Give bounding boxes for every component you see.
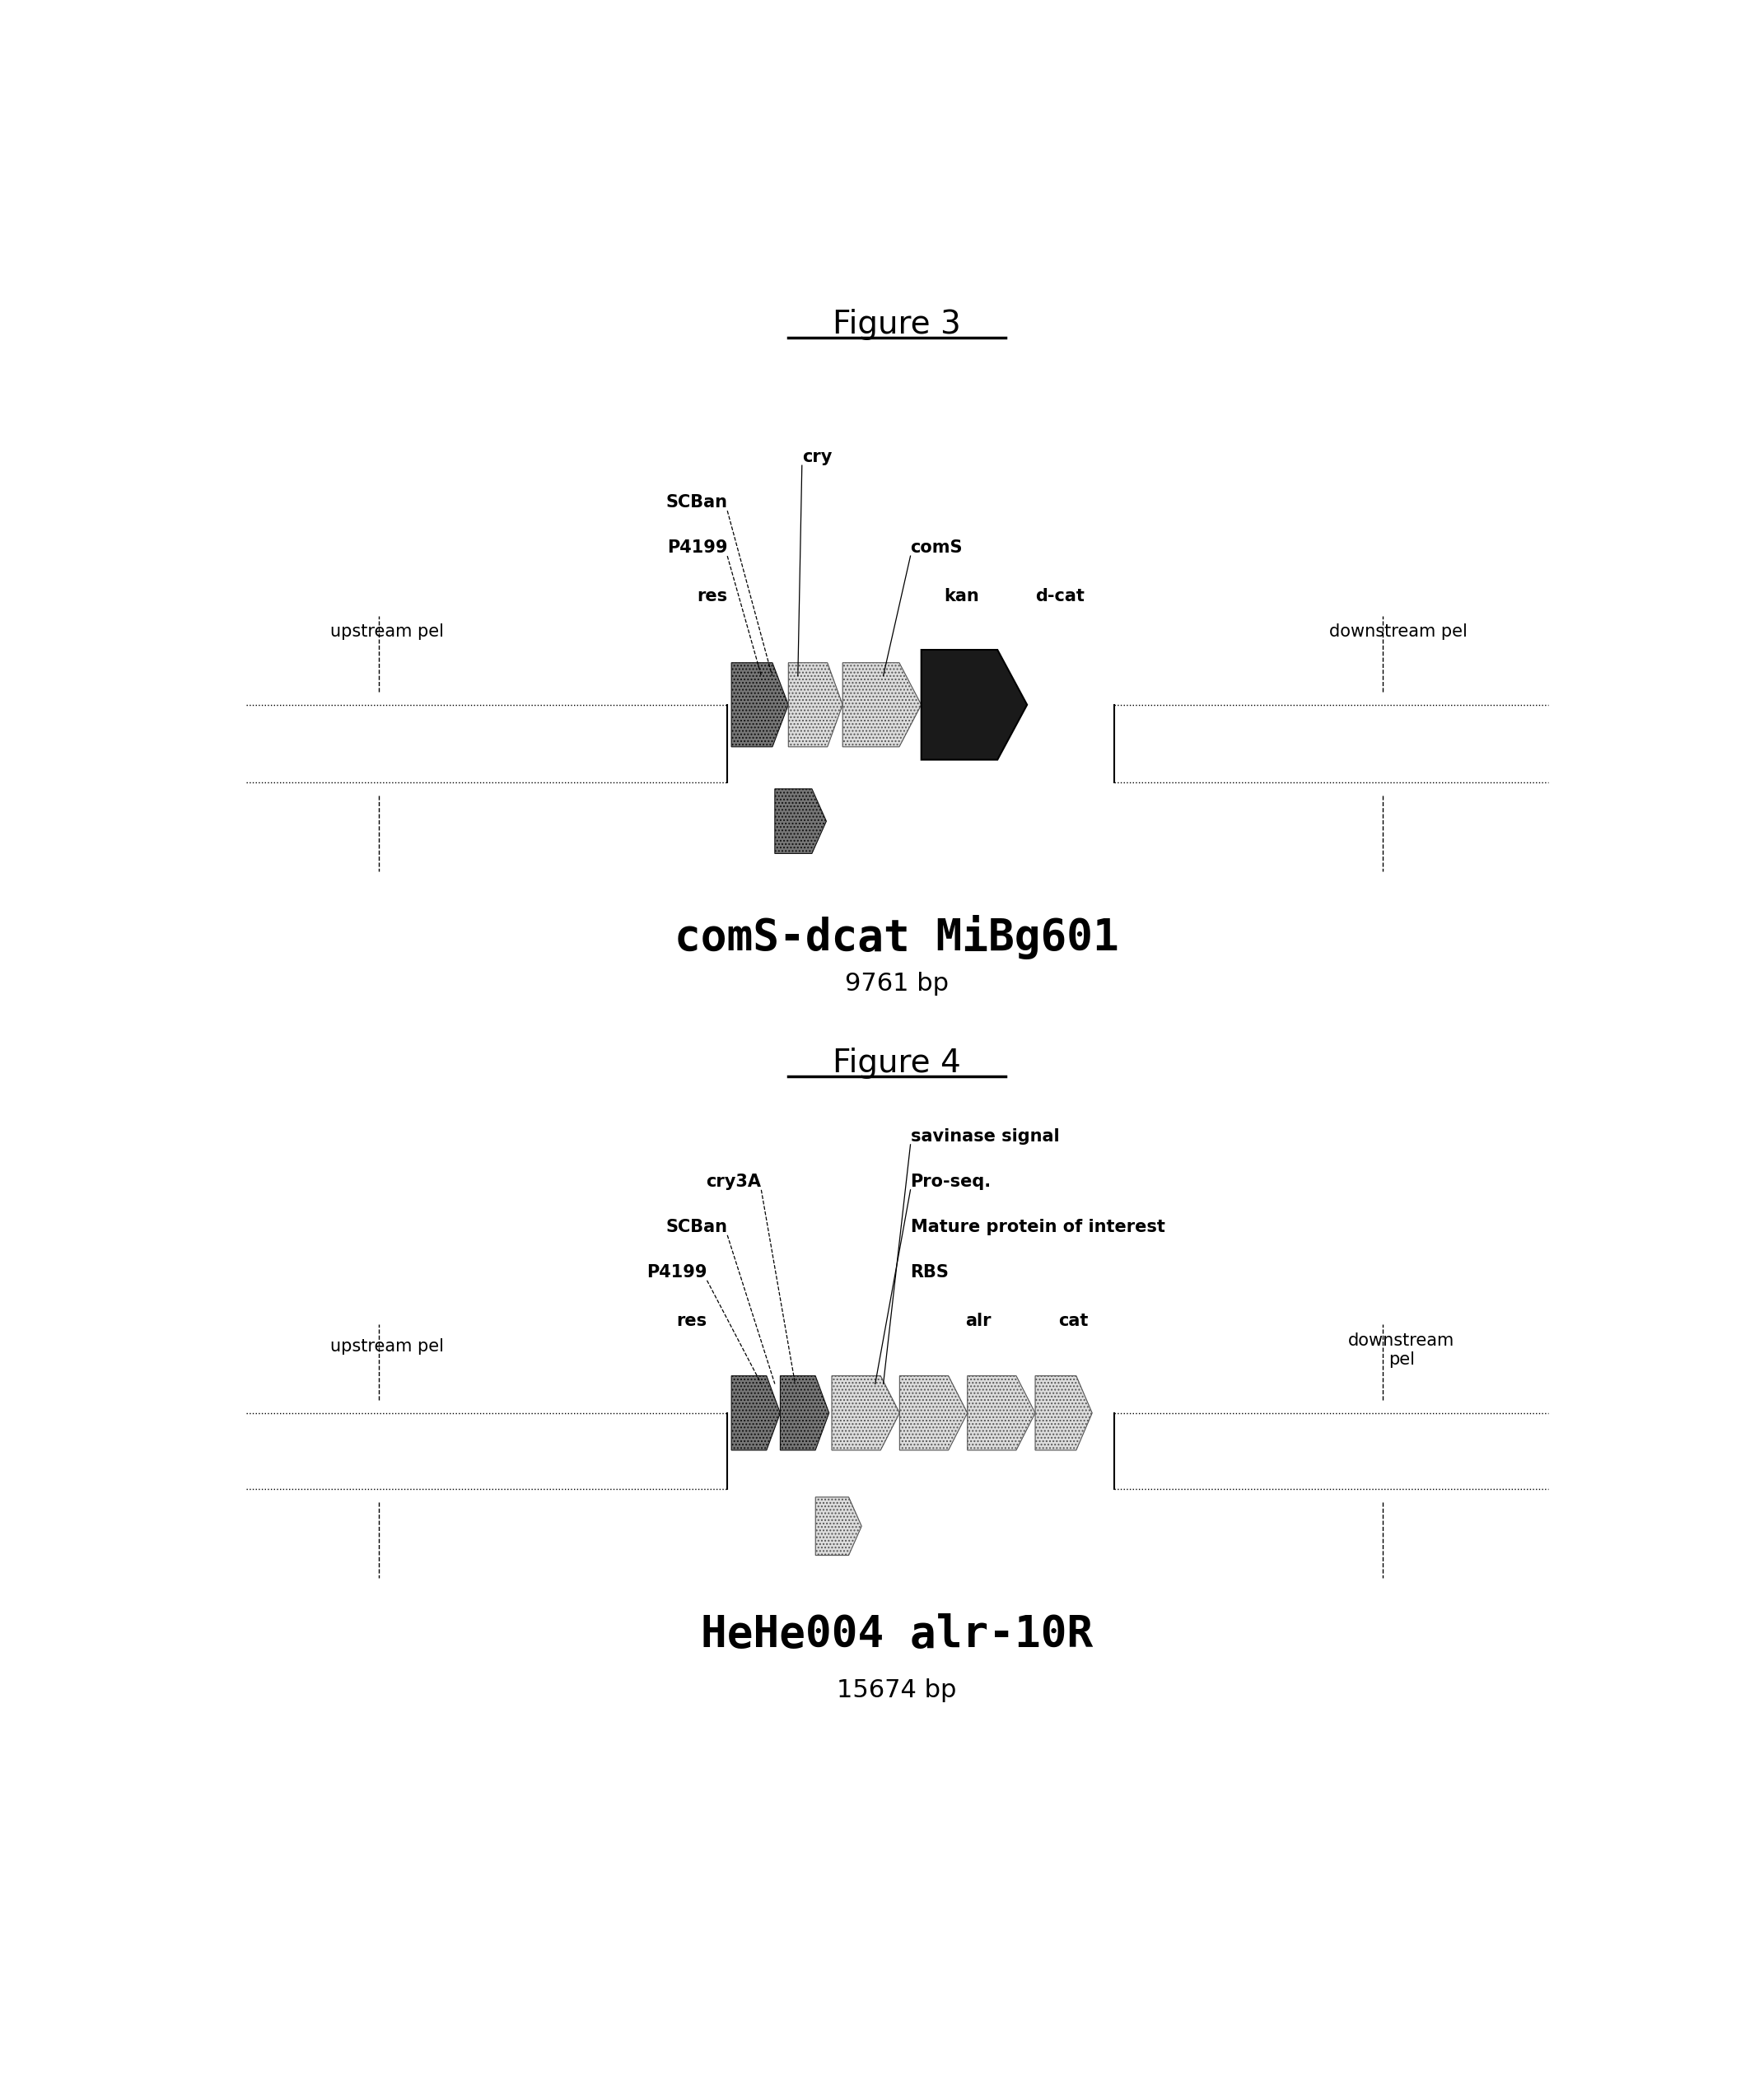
Text: P4199: P4199 bbox=[667, 540, 728, 556]
Text: upstream pel: upstream pel bbox=[331, 624, 443, 640]
Polygon shape bbox=[1036, 1376, 1092, 1451]
Polygon shape bbox=[844, 664, 920, 748]
Text: Mature protein of interest: Mature protein of interest bbox=[910, 1218, 1166, 1235]
Text: downstream
pel: downstream pel bbox=[1348, 1331, 1454, 1367]
Polygon shape bbox=[816, 1497, 861, 1556]
Text: res: res bbox=[677, 1312, 707, 1329]
Text: Figure 3: Figure 3 bbox=[833, 309, 961, 340]
Text: Figure 4: Figure 4 bbox=[833, 1048, 961, 1079]
Text: 9761 bp: 9761 bp bbox=[845, 972, 948, 995]
Text: HeHe004 alr-10R: HeHe004 alr-10R bbox=[700, 1613, 1094, 1657]
Text: comS: comS bbox=[910, 540, 962, 556]
Text: kan: kan bbox=[945, 588, 980, 605]
Polygon shape bbox=[775, 790, 826, 853]
Text: cry3A: cry3A bbox=[705, 1174, 761, 1191]
Text: Pro-seq.: Pro-seq. bbox=[910, 1174, 990, 1191]
Text: P4199: P4199 bbox=[646, 1264, 707, 1281]
Polygon shape bbox=[788, 664, 844, 748]
Text: cry: cry bbox=[802, 449, 831, 466]
Text: savinase signal: savinase signal bbox=[910, 1128, 1059, 1145]
Text: downstream pel: downstream pel bbox=[1330, 624, 1468, 640]
Text: upstream pel: upstream pel bbox=[331, 1338, 443, 1355]
Text: cat: cat bbox=[1059, 1312, 1088, 1329]
Polygon shape bbox=[732, 1376, 780, 1451]
Polygon shape bbox=[732, 664, 788, 748]
Text: alr: alr bbox=[966, 1312, 990, 1329]
Text: SCBan: SCBan bbox=[665, 494, 728, 510]
Text: comS-dcat MiBg601: comS-dcat MiBg601 bbox=[676, 916, 1120, 960]
Text: d-cat: d-cat bbox=[1034, 588, 1085, 605]
Polygon shape bbox=[900, 1376, 968, 1451]
Polygon shape bbox=[780, 1376, 829, 1451]
Polygon shape bbox=[920, 649, 1027, 760]
Text: RBS: RBS bbox=[910, 1264, 948, 1281]
Polygon shape bbox=[831, 1376, 900, 1451]
Text: 15674 bp: 15674 bp bbox=[836, 1678, 957, 1703]
Text: res: res bbox=[696, 588, 728, 605]
Polygon shape bbox=[968, 1376, 1036, 1451]
Text: SCBan: SCBan bbox=[665, 1218, 728, 1235]
